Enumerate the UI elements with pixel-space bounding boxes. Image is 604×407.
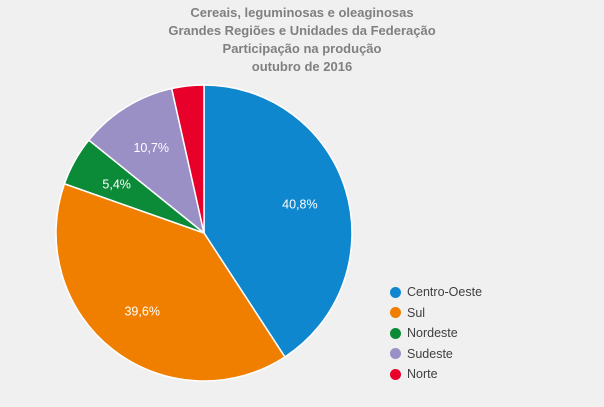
legend-swatch [390, 368, 401, 380]
data-label: 39,6% [124, 305, 159, 319]
legend-item-centro-oeste: Centro-Oeste [390, 282, 482, 303]
legend-swatch [390, 348, 401, 360]
legend-label: Centro-Oeste [407, 285, 483, 300]
legend-swatch [390, 307, 401, 319]
data-label: 5,4% [102, 177, 131, 191]
legend-label: Sudeste [407, 346, 453, 361]
pie-slice-norte [170, 84, 205, 234]
chart-title-line-3: Participação na produção [222, 41, 382, 56]
legend-item-sul: Sul [390, 303, 482, 324]
legend-item-norte: Norte [390, 364, 482, 385]
data-label: 10,7% [133, 141, 168, 155]
chart-title-line-1: Cereais, leguminosas e oleaginosas [190, 5, 414, 20]
legend-label: Sul [407, 305, 426, 320]
legend-item-sudeste: Sudeste [390, 344, 482, 365]
legend-swatch [390, 286, 401, 298]
pie-slice-sul [55, 182, 286, 382]
chart-title: Cereais, leguminosas e oleaginosas Grand… [0, 4, 604, 76]
legend-label: Norte [407, 367, 438, 382]
legend-label: Nordeste [407, 326, 458, 341]
legend-swatch [390, 327, 401, 339]
pie-slice-sudeste [87, 87, 206, 235]
legend: Centro-Oeste Sul Nordeste Sudeste Norte [390, 282, 482, 385]
chart-title-line-4: outubro de 2016 [251, 59, 353, 74]
chart-title-line-2: Grandes Regiões e Unidades da Federação [168, 23, 436, 38]
legend-item-nordeste: Nordeste [390, 323, 482, 344]
data-label: 40,8% [282, 197, 317, 211]
